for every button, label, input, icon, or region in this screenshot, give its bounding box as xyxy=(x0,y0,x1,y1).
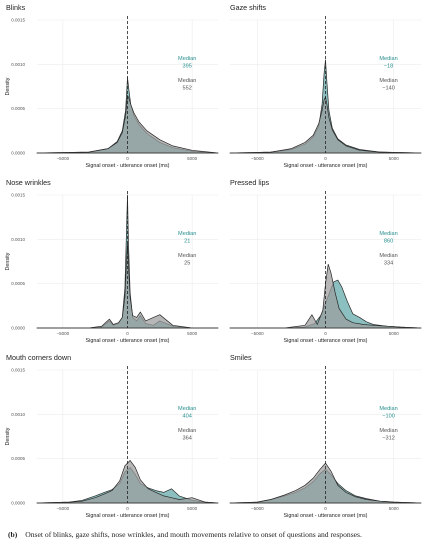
x-tick-label: −5000 xyxy=(57,506,70,511)
x-axis-label: Signal onset - utterance onset (ms) xyxy=(86,513,170,519)
x-tick-label: 0 xyxy=(126,156,129,161)
median-label-teal: Median xyxy=(379,56,397,62)
median-label-grey: Median xyxy=(178,253,196,259)
x-tick-label: −5000 xyxy=(57,331,70,336)
median-label-grey: Median xyxy=(379,253,397,259)
panel-2: Nose wrinkles −5000 0 5000 Signal onset - ut… xyxy=(5,178,219,344)
x-tick-label: 0 xyxy=(324,156,327,161)
x-tick-label: 5000 xyxy=(389,331,400,336)
x-axis-label: Signal onset - utterance onset (ms) xyxy=(86,163,170,169)
panel-title: Nose wrinkles xyxy=(6,178,51,187)
y-tick-label: 0.0000 xyxy=(11,501,25,506)
x-tick-label: −5000 xyxy=(251,506,264,511)
y-tick-label: 0.0005 xyxy=(11,106,25,111)
y-axis-label: Density xyxy=(5,77,11,95)
median-value-teal: −100 xyxy=(382,413,395,419)
caption-label: (b) xyxy=(8,530,18,539)
x-axis-label: Signal onset - utterance onset (ms) xyxy=(86,338,170,344)
panel-title: Smiles xyxy=(230,353,252,362)
median-value-grey: 552 xyxy=(183,85,192,91)
x-tick-label: −5000 xyxy=(57,156,70,161)
median-value-grey: 364 xyxy=(183,435,192,441)
y-tick-label: 0.0015 xyxy=(11,368,25,373)
density-area-grey xyxy=(36,95,219,154)
y-tick-label: 0.0015 xyxy=(11,193,25,198)
x-axis-label: Signal onset - utterance onset (ms) xyxy=(284,338,368,344)
median-value-grey: −140 xyxy=(382,85,395,91)
median-value-teal: 860 xyxy=(384,238,393,244)
y-axis-label: Density xyxy=(5,252,11,270)
panel-title: Pressed lips xyxy=(230,178,270,187)
median-value-teal: 395 xyxy=(183,63,192,69)
panel-0: Blinks −5000 0 5000 Signal onset - utterance… xyxy=(5,3,219,169)
y-tick-label: 0.0010 xyxy=(11,412,25,417)
x-axis-label: Signal onset - utterance onset (ms) xyxy=(284,163,368,169)
y-axis-label: Density xyxy=(5,427,11,445)
y-tick-label: 0.0000 xyxy=(11,326,25,331)
median-label-grey: Median xyxy=(379,428,397,434)
density-area-grey xyxy=(36,243,219,329)
density-area-grey xyxy=(229,96,422,154)
y-tick-label: 0.0010 xyxy=(11,62,25,67)
y-tick-label: 0.0005 xyxy=(11,281,25,286)
figure-caption: (b) Onset of blinks, gaze shifts, nose wr… xyxy=(8,530,433,539)
x-tick-label: 5000 xyxy=(389,156,400,161)
y-tick-label: 0.0010 xyxy=(11,237,25,242)
panel-title: Mouth corners down xyxy=(6,353,71,362)
x-tick-label: 5000 xyxy=(389,506,400,511)
median-value-teal: 21 xyxy=(184,238,190,244)
median-value-teal: −18 xyxy=(384,63,394,69)
y-tick-label: 0.0005 xyxy=(11,456,25,461)
median-label-teal: Median xyxy=(178,231,196,237)
panel-4: Mouth corners down −5000 0 5000 Signal onset… xyxy=(5,353,219,519)
median-value-grey: 334 xyxy=(384,260,393,266)
median-label-teal: Median xyxy=(379,406,397,412)
median-label-grey: Median xyxy=(178,78,196,84)
x-tick-label: 0 xyxy=(324,331,327,336)
median-label-grey: Median xyxy=(379,78,397,84)
x-tick-label: 5000 xyxy=(187,506,198,511)
x-axis-label: Signal onset - utterance onset (ms) xyxy=(284,513,368,519)
median-value-grey: −312 xyxy=(382,435,395,441)
panel-title: Blinks xyxy=(6,3,26,12)
median-label-teal: Median xyxy=(178,406,196,412)
x-tick-label: −5000 xyxy=(251,156,264,161)
x-tick-label: 5000 xyxy=(187,156,198,161)
panel-3: Pressed lips −5000 0 5000 Signal onset - utt… xyxy=(229,178,422,344)
panel-5: Smiles −5000 0 5000 Signal onset - utterance… xyxy=(229,353,422,519)
x-tick-label: 5000 xyxy=(187,331,198,336)
y-tick-label: 0.0015 xyxy=(11,18,25,23)
caption-text: Onset of blinks, gaze shifts, nose wrink… xyxy=(25,530,362,539)
x-tick-label: 0 xyxy=(126,506,129,511)
y-tick-label: 0.0000 xyxy=(11,151,25,156)
x-tick-label: 0 xyxy=(324,506,327,511)
panel-title: Gaze shifts xyxy=(230,3,266,12)
median-label-teal: Median xyxy=(178,56,196,62)
median-label-grey: Median xyxy=(178,428,196,434)
x-tick-label: −5000 xyxy=(251,331,264,336)
panel-1: Gaze shifts −5000 0 5000 Signal onset - utte… xyxy=(229,3,422,169)
x-tick-label: 0 xyxy=(126,331,129,336)
median-label-teal: Median xyxy=(379,231,397,237)
median-value-teal: 404 xyxy=(183,413,192,419)
median-value-grey: 25 xyxy=(184,260,190,266)
